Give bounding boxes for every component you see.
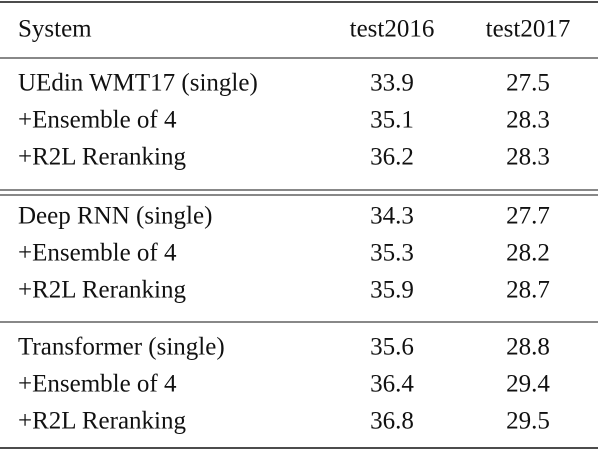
- score-cell: 28.3: [506, 144, 550, 171]
- header-cell: System: [18, 16, 92, 43]
- system-cell: Transformer (single): [18, 334, 225, 361]
- header-cell: test2016: [350, 16, 435, 43]
- score-cell: 29.4: [506, 371, 550, 398]
- score-cell: 35.6: [370, 334, 414, 361]
- score-cell: 35.1: [370, 107, 414, 134]
- score-cell: 36.2: [370, 144, 414, 171]
- score-cell: 27.7: [506, 203, 550, 230]
- system-cell: +R2L Reranking: [18, 408, 187, 435]
- header-cell: test2017: [486, 16, 571, 43]
- score-cell: 33.9: [370, 70, 414, 97]
- score-cell: 28.7: [506, 277, 550, 304]
- score-cell: 35.9: [370, 277, 414, 304]
- score-cell: 34.3: [370, 203, 414, 230]
- system-cell: Deep RNN (single): [18, 203, 212, 230]
- system-cell: +Ensemble of 4: [18, 371, 177, 398]
- system-cell: +Ensemble of 4: [18, 240, 177, 267]
- score-cell: 28.2: [506, 240, 550, 267]
- score-cell: 28.8: [506, 334, 550, 361]
- system-cell: UEdin WMT17 (single): [18, 70, 258, 97]
- system-cell: +R2L Reranking: [18, 144, 187, 171]
- score-cell: 28.3: [506, 107, 550, 134]
- score-cell: 36.4: [370, 371, 414, 398]
- score-cell: 36.8: [370, 408, 414, 435]
- score-cell: 35.3: [370, 240, 414, 267]
- system-cell: +R2L Reranking: [18, 277, 187, 304]
- system-cell: +Ensemble of 4: [18, 107, 177, 134]
- score-cell: 27.5: [506, 70, 550, 97]
- score-cell: 29.5: [506, 408, 550, 435]
